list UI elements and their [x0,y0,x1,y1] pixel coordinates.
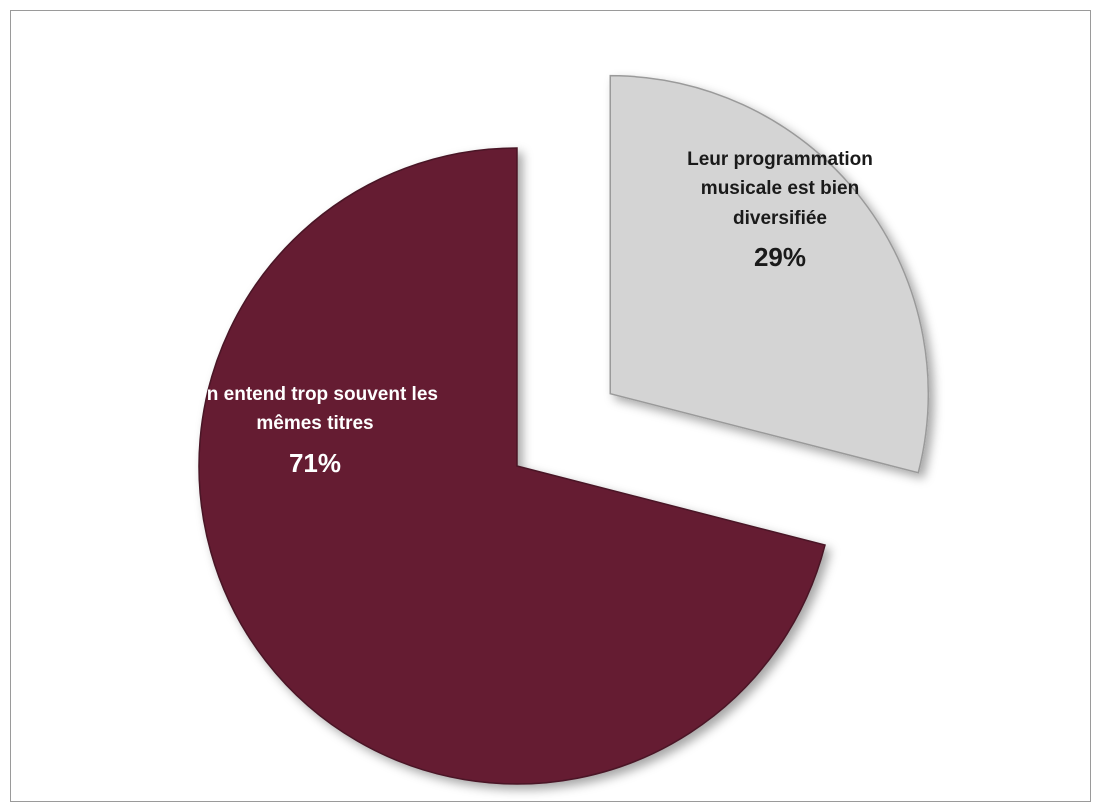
pie-slice-0 [198,147,826,785]
pie-slice-1 [609,74,929,474]
slice-label-0: On entend trop souvent les mêmes titres … [190,380,440,483]
slice-value-0: 71% [288,447,342,478]
slice-name-1: Leur programmation musicale est bien div… [687,149,873,229]
slice-value-1: 29% [753,242,807,273]
slice-name-0: On entend trop souvent les mêmes titres [192,384,438,435]
slice-label-1: Leur programmation musicale est bien div… [675,145,885,278]
